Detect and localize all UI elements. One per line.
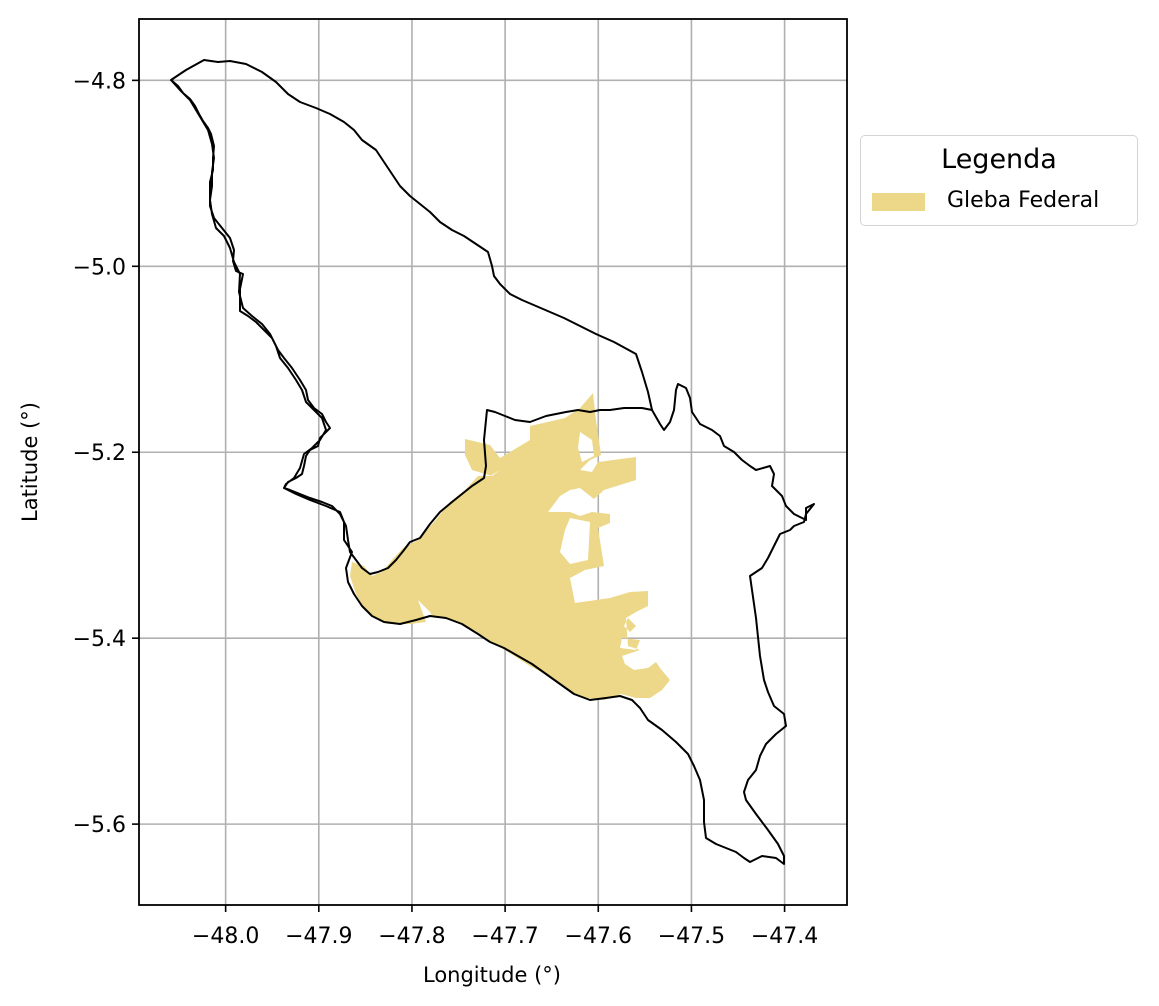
legend-swatch-gleba-federal: [872, 193, 925, 211]
y-axis-label: Latitude (°): [18, 402, 42, 522]
y-tick-label: −5.0: [73, 255, 126, 280]
legend-title: Legenda: [941, 144, 1057, 175]
x-tick-label: −47.5: [658, 924, 725, 949]
x-tick-label: −48.0: [192, 924, 259, 949]
legend: Legenda Gleba Federal: [860, 135, 1138, 226]
y-tick-label: −4.8: [73, 69, 126, 94]
gleba-federal-area: [350, 393, 670, 700]
x-tick-label: −47.7: [471, 924, 538, 949]
x-tick-label: −47.8: [378, 924, 445, 949]
x-tick-label: −47.9: [285, 924, 352, 949]
legend-label-gleba-federal: Gleba Federal: [947, 188, 1100, 213]
gleba-federal-polygon: [350, 393, 670, 700]
boundary-north-edge: [170, 59, 653, 411]
municipality-boundary: [170, 59, 815, 865]
y-axis-ticks: −4.8 −5.0 −5.2 −5.4 −5.6: [73, 69, 139, 838]
y-tick-label: −5.6: [73, 813, 126, 838]
x-axis-label: Longitude (°): [423, 963, 561, 987]
x-tick-label: −47.4: [751, 924, 818, 949]
x-axis-ticks: −48.0 −47.9 −47.8 −47.7 −47.6 −47.5 −47.4: [192, 905, 818, 949]
x-tick-label: −47.6: [565, 924, 632, 949]
y-tick-label: −5.2: [73, 441, 126, 466]
plot-frame: [138, 18, 848, 906]
y-tick-label: −5.4: [73, 627, 126, 652]
boundary-outline: [170, 79, 815, 865]
